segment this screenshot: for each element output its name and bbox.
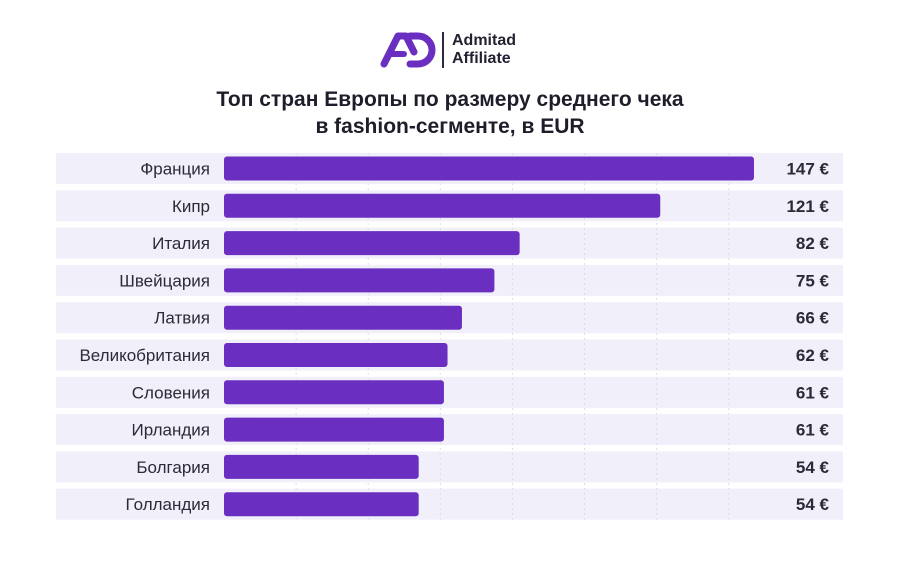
logo-divider (442, 32, 444, 68)
bar (224, 305, 462, 330)
brand-name-line1: Admitad (452, 32, 516, 49)
value-label: 147 € (786, 160, 829, 179)
row-background (56, 488, 843, 520)
brand-logo: Admitad Affiliate (380, 28, 516, 72)
value-label: 82 € (796, 234, 830, 253)
row-background (56, 451, 843, 483)
bar (224, 417, 444, 442)
admitad-logo-icon (380, 32, 436, 68)
row-background (56, 414, 843, 446)
bar (224, 492, 419, 517)
category-label: Кипр (172, 197, 210, 216)
bar (224, 380, 444, 405)
brand-name: Admitad Affiliate (452, 32, 516, 68)
category-label: Ирландия (132, 421, 210, 440)
value-label: 75 € (796, 271, 830, 290)
category-label: Италия (152, 234, 210, 253)
value-label: 62 € (796, 346, 830, 365)
value-label: 66 € (796, 309, 830, 328)
bar (224, 268, 495, 293)
category-label: Швейцария (119, 271, 210, 290)
row-background (56, 339, 843, 371)
bar (224, 193, 661, 218)
row-background (56, 376, 843, 408)
category-label: Франция (140, 160, 210, 179)
brand-name-line2: Affiliate (452, 50, 511, 67)
category-label: Великобритания (79, 346, 210, 365)
chart-title-line2: в fashion-сегменте, в EUR (315, 115, 585, 138)
bar (224, 156, 754, 181)
value-label: 54 € (796, 495, 830, 514)
category-label: Голландия (126, 495, 210, 514)
value-label: 54 € (796, 458, 830, 477)
bar (224, 343, 448, 367)
value-label: 61 € (796, 421, 830, 440)
category-label: Болгария (136, 458, 210, 477)
category-label: Словения (132, 383, 210, 402)
bar (224, 454, 419, 479)
chart-title: Топ стран Европы по размеру среднего чек… (0, 86, 900, 140)
category-label: Латвия (154, 309, 210, 328)
value-label: 121 € (786, 197, 829, 216)
bar (224, 231, 520, 256)
chart-title-line1: Топ стран Европы по размеру среднего чек… (216, 88, 684, 111)
value-label: 61 € (796, 383, 830, 402)
